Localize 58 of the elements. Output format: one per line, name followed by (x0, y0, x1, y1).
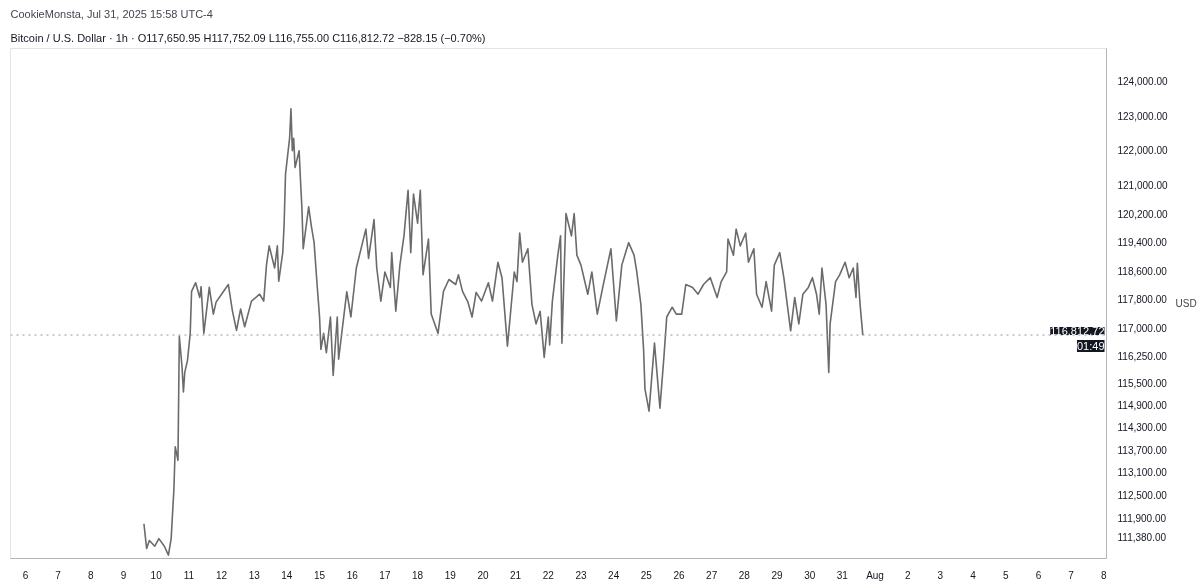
x-tick-label: 26 (673, 569, 685, 581)
x-tick-label: 5 (1002, 569, 1009, 581)
x-tick-label: 30 (804, 569, 816, 581)
x-tick-label: 10 (150, 569, 163, 581)
x-tick-label: 16 (346, 569, 359, 581)
x-tick-label: 20 (477, 569, 489, 581)
text: CookieMonsta, Jul 31, 2025 15:58 UTC-4 (10, 7, 213, 20)
x-tick-label: 8 (88, 569, 95, 581)
y-tick-label: 115,500.00 (1117, 378, 1168, 390)
x-tick-label: 27 (706, 569, 718, 581)
y-tick-label: 119,400.00 (1117, 236, 1168, 248)
x-tick-label: 29 (771, 569, 784, 581)
x-tick-label: 11 (183, 569, 195, 581)
x-tick-label: 17 (379, 569, 391, 581)
ref-line-label: 116,812.72 (1050, 325, 1105, 338)
x-tick-label: 21 (510, 569, 522, 581)
x-tick-label: 6 (22, 569, 29, 581)
y-tick-label: 118,600.00 (1117, 265, 1168, 277)
y-tick-label: 124,000.00 (1117, 76, 1168, 88)
x-tick-label: 14 (281, 569, 293, 581)
y-tick-label: 116,250.00 (1117, 350, 1168, 362)
chart-title: Bitcoin / U.S. Dollar · 1h · O117,650.95 H117,752.09 L116,755.00 C116,812.72 −828.15 (−0.70%) (10, 31, 486, 44)
y-tick-label: 121,000.00 (1117, 180, 1168, 192)
x-tick-label: 2 (904, 569, 911, 581)
y-tick-label: 122,000.00 (1117, 145, 1168, 157)
y-axis-title: USD (1175, 298, 1197, 309)
x-tick-label: 22 (542, 569, 555, 581)
x-tick-label: 18 (412, 569, 424, 581)
y-tick-label: 111,900.00 (1117, 512, 1167, 524)
x-tick-label: 25 (640, 569, 653, 581)
x-tick-label: 15 (314, 569, 326, 581)
x-tick-label: 6 (1035, 569, 1042, 581)
x-tick-label: 7 (55, 569, 62, 581)
annotation: 01:49 (1076, 340, 1105, 353)
x-tick-label: 31 (836, 569, 849, 581)
y-tick-label: 114,900.00 (1117, 400, 1168, 412)
y-tick-label: 120,200.00 (1117, 208, 1168, 220)
y-tick-label: 111,380.00 (1117, 532, 1167, 544)
x-tick-label: 9 (120, 569, 127, 581)
y-tick-label: 112,500.00 (1117, 489, 1168, 501)
x-tick-label: 19 (444, 569, 457, 581)
y-tick-label: 123,000.00 (1117, 110, 1168, 122)
y-tick-label: 114,300.00 (1117, 422, 1168, 434)
y-tick-label: 113,700.00 (1117, 444, 1168, 456)
x-tick-label: 23 (575, 569, 587, 581)
line-series (143, 107, 864, 556)
x-tick-label: 12 (215, 569, 228, 581)
x-tick-label: 13 (248, 569, 261, 581)
x-tick-label: Aug (866, 569, 884, 581)
x-tick-label: 4 (970, 569, 977, 581)
x-tick-label: 24 (608, 569, 620, 581)
x-tick-label: 8 (1101, 569, 1107, 581)
x-tick-label: 3 (937, 569, 944, 581)
y-tick-label: 113,100.00 (1117, 467, 1168, 479)
x-tick-label: 28 (738, 569, 751, 581)
x-tick-label: 7 (1068, 569, 1075, 581)
y-tick-label: 117,000.00 (1117, 323, 1168, 335)
y-tick-label: 117,800.00 (1117, 294, 1168, 306)
